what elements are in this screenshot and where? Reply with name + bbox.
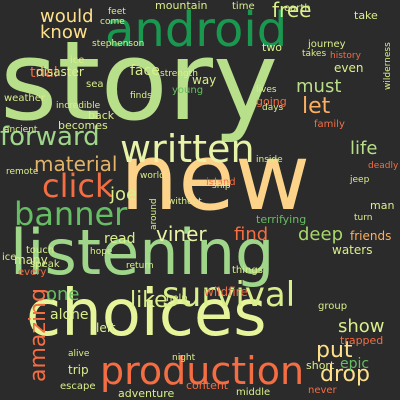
word-free: free [272, 0, 312, 22]
word-show: show [338, 316, 385, 337]
word-listening: listening [10, 216, 275, 289]
word-alive: alive [68, 349, 90, 359]
word-help: help [166, 293, 188, 304]
word-life: life [350, 138, 378, 159]
word-come: come [100, 17, 125, 27]
word-even: even [334, 61, 364, 75]
word-group: group [318, 301, 348, 312]
word-way: way [192, 73, 217, 87]
word-choices: choices [26, 277, 267, 351]
word-around: around [149, 198, 159, 230]
word-feet: feet [108, 7, 126, 17]
word-face: face [130, 63, 160, 79]
word-mountain: mountain [155, 0, 208, 12]
word-time: time [232, 1, 255, 12]
word-world: world [140, 171, 165, 181]
word-finds: finds [130, 91, 152, 101]
word-material: material [34, 152, 118, 176]
word-strength: strength [160, 69, 198, 79]
word-ice: ice [2, 252, 17, 263]
word-survival: survival [162, 275, 296, 315]
word-days: days [262, 103, 284, 113]
word-left: left [96, 321, 116, 335]
word-island: island [206, 177, 236, 188]
word-disaster: disaster [36, 65, 84, 79]
word-friends: friends [350, 229, 392, 243]
word-waters: waters [332, 243, 373, 257]
word-takes: takes [302, 49, 327, 59]
word-production: production [100, 349, 305, 393]
word-incredible: incredible [56, 101, 101, 111]
word-middle: middle [236, 387, 271, 398]
word-terrifying: terrifying [256, 213, 307, 226]
word-must: must [296, 76, 342, 97]
word-turn: turn [354, 213, 373, 223]
word-touch: touch [26, 245, 55, 256]
word-journey: journey [308, 39, 346, 50]
word-banner: banner [14, 195, 128, 233]
word-wildfire: wildfire [204, 285, 248, 299]
word-remote: remote [6, 167, 39, 177]
word-take: take [354, 9, 378, 22]
word-never: never [308, 385, 337, 396]
word-hope: hope [90, 247, 113, 257]
word-android: android [105, 2, 288, 58]
word-deep: deep [298, 224, 343, 245]
word-ice: ice [70, 55, 85, 66]
word-escape: escape [60, 381, 96, 392]
word-let: let [302, 94, 331, 119]
word-wilderness: wilderness [383, 42, 393, 90]
word-jeep: jeep [350, 175, 370, 185]
word-many: many [14, 253, 48, 267]
word-night: night [172, 353, 196, 363]
word-deadly: deadly [368, 161, 399, 171]
word-new: new [120, 124, 311, 231]
word-becomes: becomes [58, 119, 108, 132]
word-story: story [0, 17, 279, 145]
word-young: young [172, 85, 204, 96]
word-find: find [234, 224, 269, 245]
word-every: every [18, 267, 47, 278]
word-inside: inside [256, 155, 283, 165]
word-click: click [42, 167, 114, 205]
word-without: without [168, 197, 202, 207]
word-ship: ship [212, 181, 231, 191]
word-one: one [46, 284, 80, 305]
word-trapped: trapped [340, 334, 384, 347]
word-written: written [120, 127, 255, 171]
word-man: man [370, 199, 395, 212]
word-adventure: adventure [118, 387, 175, 400]
word-history: history [330, 51, 361, 61]
word-epic: epic [340, 356, 370, 372]
word-would: would [40, 6, 94, 27]
word-weather: weather [4, 93, 45, 104]
word-family: family [314, 119, 345, 130]
word-ancient: ancient [4, 125, 38, 135]
word-trial: trial [30, 65, 58, 81]
word-stephenson: stephenson [92, 39, 145, 49]
word-speak: speak [30, 259, 60, 270]
word-content: content [186, 379, 229, 392]
word-earth: earth [284, 3, 311, 14]
word-trip: trip [68, 363, 89, 377]
word-drop: drop [320, 362, 370, 387]
word-forward: forward [0, 122, 100, 152]
word-like: like [130, 288, 168, 313]
word-back: back [88, 109, 115, 122]
word-viner: viner [156, 222, 207, 246]
word-short: short [306, 359, 335, 372]
word-two: two [262, 41, 283, 54]
word-lives: lives [256, 85, 277, 95]
word-sea: sea [86, 79, 104, 90]
word-things: things [232, 265, 263, 276]
word-joe: joe [110, 184, 138, 205]
word-going: going [256, 95, 287, 108]
word-alone: alone [50, 307, 89, 323]
word-put: put [316, 338, 353, 363]
word-return: return [126, 261, 154, 271]
word-know: know [40, 22, 88, 43]
word-read: read [104, 231, 136, 247]
